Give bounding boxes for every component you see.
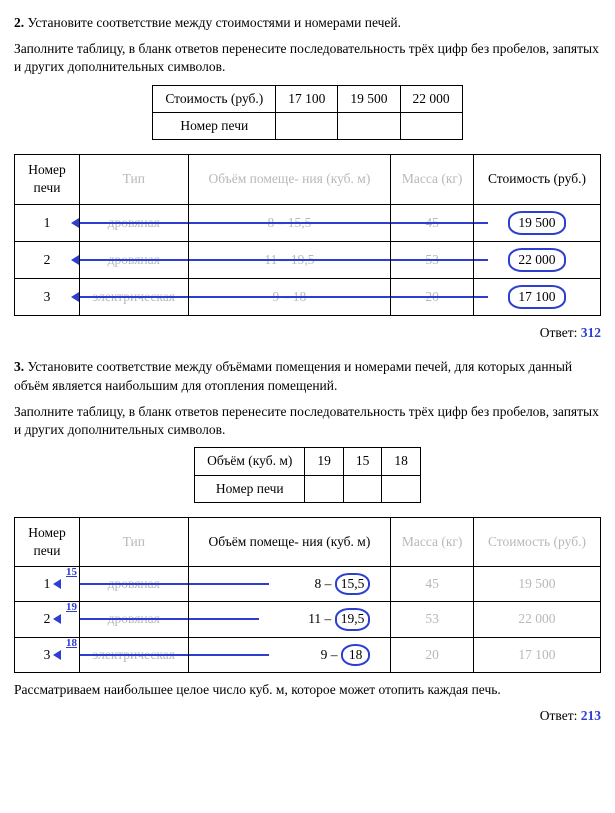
q2-h-mass: Масса (кг) xyxy=(391,155,474,204)
q3-answer: Ответ: 213 xyxy=(14,707,601,725)
table-row: 2 19 xyxy=(15,602,80,637)
q2-number: 2. xyxy=(14,15,24,30)
q2-h-type: Тип xyxy=(80,155,189,204)
ring-value: 19,5 xyxy=(335,608,371,630)
table-row: 3 18 xyxy=(15,637,80,672)
arrow-icon xyxy=(71,255,79,265)
q3-intro2: Заполните таблицу, в бланк ответов перен… xyxy=(14,403,601,439)
q3-data-table: Номер печи Тип Объём помеще- ния (куб. м… xyxy=(14,517,601,673)
q2-intro1: 2. Установите соответствие между стоимос… xyxy=(14,14,601,32)
ring-value: 19 500 xyxy=(508,211,565,235)
q2-h-num: Номер печи xyxy=(15,155,80,204)
q2-intro2: Заполните таблицу, в бланк ответов перен… xyxy=(14,40,601,76)
q2-h-vol: Объём помеще- ния (куб. м) xyxy=(188,155,391,204)
q3-h-mass: Масса (кг) xyxy=(391,517,474,566)
q3-note: Рассматриваем наибольшее целое число куб… xyxy=(14,681,601,699)
q3-h-type: Тип xyxy=(80,517,189,566)
q3-intro1: 3. Установите соответствие между объёмам… xyxy=(14,358,601,394)
annotation: 15 xyxy=(66,565,77,580)
q2-fill-h2: Номер печи xyxy=(153,112,276,139)
table-row: 1 15 xyxy=(15,567,80,602)
q3-number: 3. xyxy=(14,359,24,374)
q2-fill-h1: Стоимость (руб.) xyxy=(153,85,276,112)
table-row: 1 xyxy=(15,204,80,241)
table-row: 3 xyxy=(15,278,80,315)
q3-fill-h1: Объём (куб. м) xyxy=(195,448,305,475)
table-row: 2 xyxy=(15,241,80,278)
q2-h-cost: Стоимость (руб.) xyxy=(473,155,600,204)
q3-fill-c1: 19 xyxy=(305,448,344,475)
annotation: 19 xyxy=(66,600,77,615)
q3-h-cost: Стоимость (руб.) xyxy=(473,517,600,566)
q2-fill-table: Стоимость (руб.) 17 100 19 500 22 000 Но… xyxy=(152,85,462,140)
arrow-icon xyxy=(53,579,61,589)
q3-fill-c2: 15 xyxy=(343,448,382,475)
ring-value: 15,5 xyxy=(335,573,371,595)
ring-value: 17 100 xyxy=(508,285,565,309)
annotation: 18 xyxy=(66,636,77,651)
q2-fill-c2: 19 500 xyxy=(338,85,400,112)
q2-answer: Ответ: 312 xyxy=(14,324,601,342)
ring-value: 22 000 xyxy=(508,248,565,272)
q2-fill-c3: 22 000 xyxy=(400,85,462,112)
q3-fill-c3: 18 xyxy=(382,448,421,475)
ring-value: 18 xyxy=(341,644,371,666)
q3-h-num: Номер печи xyxy=(15,517,80,566)
q2-data-table: Номер печи Тип Объём помеще- ния (куб. м… xyxy=(14,154,601,316)
arrow-icon xyxy=(53,650,61,660)
q3-fill-table: Объём (куб. м) 19 15 18 Номер печи xyxy=(194,447,421,502)
q2-fill-c1: 17 100 xyxy=(276,85,338,112)
arrow-icon xyxy=(53,614,61,624)
arrow-icon xyxy=(71,218,79,228)
arrow-icon xyxy=(71,292,79,302)
q3-h-vol: Объём помеще- ния (куб. м) xyxy=(188,517,391,566)
q3-fill-h2: Номер печи xyxy=(195,475,305,502)
